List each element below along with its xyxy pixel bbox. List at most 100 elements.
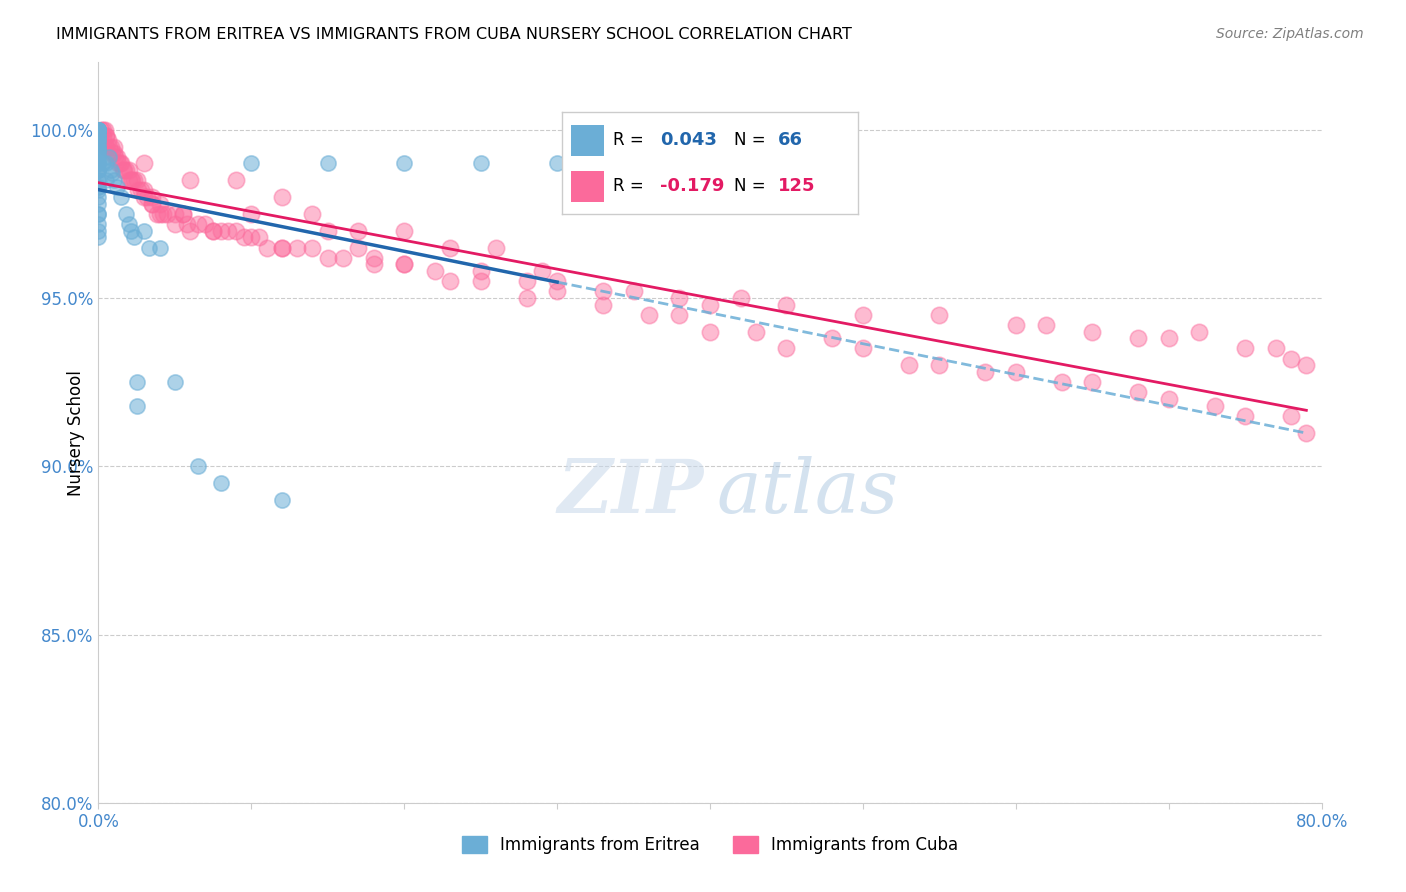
Point <box>730 291 752 305</box>
Point <box>87 146 110 161</box>
Legend: Immigrants from Eritrea, Immigrants from Cuba: Immigrants from Eritrea, Immigrants from… <box>456 830 965 861</box>
Point <box>1128 331 1150 345</box>
Point <box>240 207 263 221</box>
Point <box>285 241 308 255</box>
Point <box>115 163 138 178</box>
Point <box>852 308 875 322</box>
Point <box>928 308 950 322</box>
Point <box>485 241 508 255</box>
Point <box>149 241 172 255</box>
Text: -0.179: -0.179 <box>659 178 724 195</box>
Point <box>194 217 217 231</box>
Point <box>129 183 152 197</box>
Point <box>392 257 416 271</box>
Point <box>745 325 768 339</box>
Text: N =: N = <box>734 178 765 195</box>
Text: 0.043: 0.043 <box>659 131 717 149</box>
Point <box>546 156 568 170</box>
Point <box>821 331 844 345</box>
Point <box>530 264 553 278</box>
Point <box>87 129 110 144</box>
Point <box>163 217 186 231</box>
Point <box>100 139 122 153</box>
Point <box>90 122 112 136</box>
Point <box>103 173 125 187</box>
Point <box>363 251 385 265</box>
Point <box>240 156 263 170</box>
Point <box>470 264 492 278</box>
Point <box>316 251 339 265</box>
Point <box>120 224 142 238</box>
Text: N =: N = <box>734 131 765 149</box>
Point <box>87 122 110 136</box>
Point <box>87 139 110 153</box>
Point <box>87 180 110 194</box>
Point <box>439 274 461 288</box>
Point <box>141 196 163 211</box>
Point <box>125 399 148 413</box>
Point <box>105 180 128 194</box>
Point <box>94 129 117 144</box>
Point <box>87 207 110 221</box>
Point <box>392 257 416 271</box>
Point <box>87 207 110 221</box>
Point <box>87 150 110 164</box>
Point <box>87 163 110 178</box>
Point <box>247 230 270 244</box>
Point <box>1295 359 1317 373</box>
Point <box>107 156 129 170</box>
Point <box>87 224 110 238</box>
Point <box>1295 425 1317 440</box>
Point <box>125 173 148 187</box>
Point <box>668 308 690 322</box>
Point <box>1004 318 1026 332</box>
Bar <box>571 125 603 155</box>
Point <box>87 122 110 136</box>
Point <box>699 325 721 339</box>
Point <box>217 224 239 238</box>
Point <box>87 139 110 153</box>
Point <box>141 190 163 204</box>
Point <box>87 173 110 187</box>
Bar <box>571 171 603 202</box>
Point <box>316 224 339 238</box>
Text: ZIP: ZIP <box>558 456 704 528</box>
Point <box>87 217 110 231</box>
Point <box>87 129 110 144</box>
Point <box>699 298 721 312</box>
Point <box>94 139 117 153</box>
Point <box>100 163 122 178</box>
Point <box>256 241 278 255</box>
Point <box>87 122 110 136</box>
Point <box>138 241 160 255</box>
Point <box>111 163 134 178</box>
Point <box>87 122 110 136</box>
Point <box>592 285 614 299</box>
Point <box>118 173 141 187</box>
Point <box>209 476 232 491</box>
Point <box>105 150 128 164</box>
Point <box>1204 399 1226 413</box>
Point <box>668 291 690 305</box>
Point <box>270 241 294 255</box>
Point <box>87 136 110 151</box>
Point <box>202 224 225 238</box>
Point <box>179 224 201 238</box>
Point <box>87 133 110 147</box>
Point <box>136 190 159 204</box>
Point <box>623 285 645 299</box>
Point <box>1081 375 1104 389</box>
Point <box>1004 365 1026 379</box>
Text: atlas: atlas <box>716 456 898 528</box>
Point <box>332 251 354 265</box>
Point <box>516 274 538 288</box>
Point <box>152 207 174 221</box>
Point <box>546 274 568 288</box>
Point <box>232 230 254 244</box>
Point <box>87 156 110 170</box>
Point <box>163 207 186 221</box>
Point <box>1035 318 1057 332</box>
Point <box>179 173 201 187</box>
Point <box>270 492 294 507</box>
Point <box>363 257 385 271</box>
